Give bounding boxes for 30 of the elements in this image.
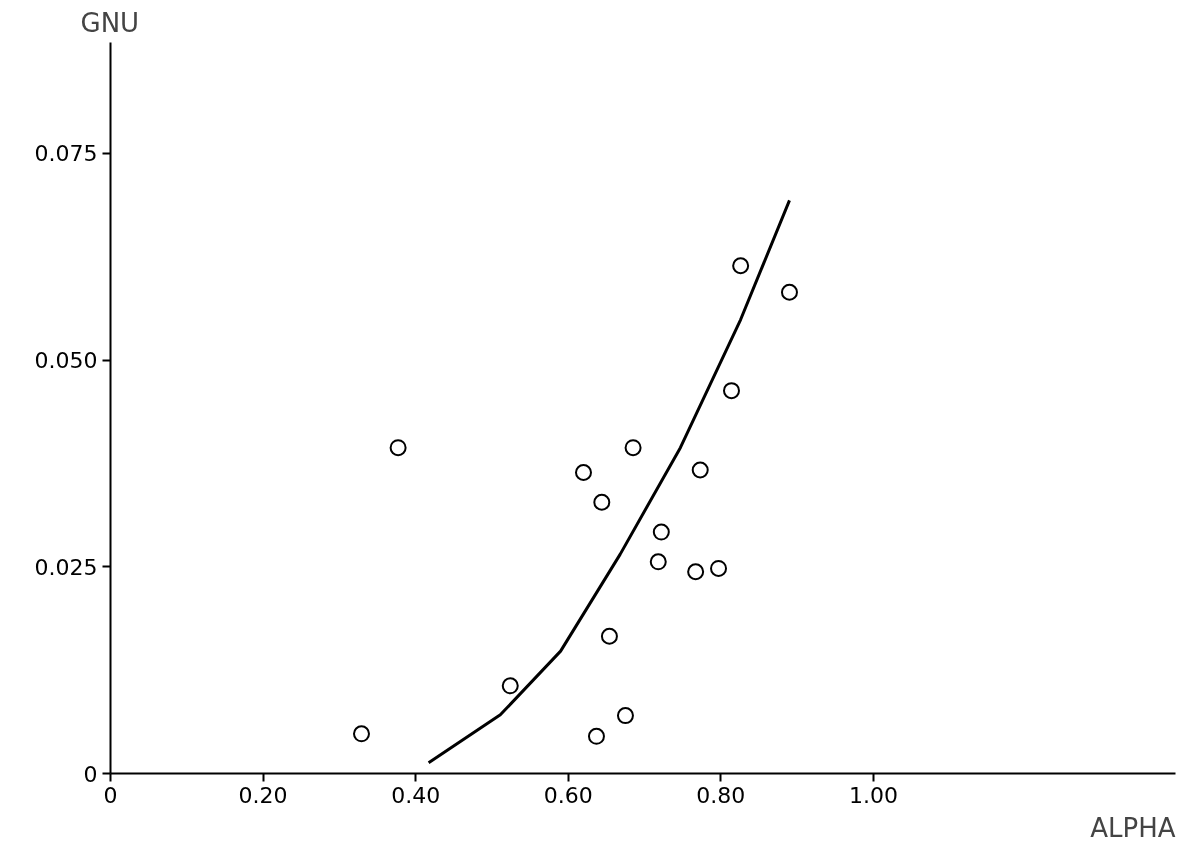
point bbox=[600, 627, 618, 645]
point bbox=[710, 559, 728, 577]
y-tick-label: 0.050 bbox=[34, 348, 98, 374]
x-tick-label: 0 bbox=[103, 782, 118, 808]
point bbox=[574, 464, 592, 481]
y-tick-label: 0.025 bbox=[34, 554, 98, 580]
point bbox=[624, 439, 642, 457]
x-tick-label: 0.80 bbox=[696, 782, 746, 808]
point bbox=[652, 523, 670, 541]
point bbox=[649, 553, 667, 571]
x-tick-label: 0.20 bbox=[238, 782, 288, 808]
y-axis-title: GNU bbox=[80, 7, 140, 38]
line-series bbox=[427, 198, 791, 765]
point bbox=[587, 727, 605, 745]
point bbox=[732, 257, 750, 275]
y-tick-label: 0.075 bbox=[34, 141, 98, 167]
y-tick-label: 0 bbox=[83, 761, 98, 787]
point bbox=[687, 563, 705, 581]
x-tick-label: 0.40 bbox=[391, 782, 441, 808]
x-axis-title: ALPHA bbox=[1090, 812, 1176, 843]
point bbox=[352, 725, 370, 743]
point bbox=[723, 382, 740, 400]
point bbox=[780, 283, 798, 301]
point bbox=[389, 439, 407, 457]
point bbox=[593, 493, 611, 511]
point bbox=[501, 677, 519, 695]
point bbox=[691, 461, 709, 479]
x-tick-label: 0.60 bbox=[543, 782, 593, 808]
x-tick-label: 1.00 bbox=[848, 782, 898, 808]
point bbox=[616, 707, 634, 725]
